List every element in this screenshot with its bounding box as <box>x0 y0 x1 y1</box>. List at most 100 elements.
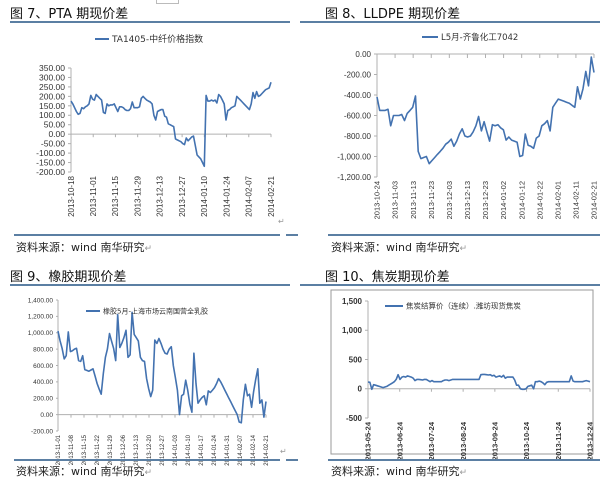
source-text: 资料来源：wind 南华研究 <box>331 465 460 478</box>
chart-svg-9: 1,400.00 1,200.00 1,000.00 800.00 600.00 400.… <box>28 297 287 465</box>
return-mark: ↵ <box>280 447 287 456</box>
x-tick-label: 2014-01-24 <box>212 434 218 465</box>
x-tick-label: 2013-11-01 <box>89 175 98 216</box>
y-tick-label: 1,500 <box>342 297 363 306</box>
x-tick-label: 2014-02-21 <box>264 434 270 465</box>
x-tick-label: 2013-11-24 <box>554 421 563 460</box>
y-tick-label: -1,200.00 <box>337 173 371 182</box>
x-tick-label: 2014-02-01 <box>553 181 562 219</box>
x-tick-label: 2014-02-07 <box>238 434 244 465</box>
y-tick-label: -800.00 <box>344 132 372 141</box>
x-tick-label: 2014-01-10 <box>186 434 192 465</box>
x-tick-label: 2013-11-22 <box>95 434 101 465</box>
x-tick-label: 2013-12-03 <box>445 181 454 219</box>
y-tick-label: 200.00 <box>39 91 65 101</box>
x-tick-label: 2013-11-15 <box>82 434 88 465</box>
return-mark: ↵ <box>278 217 285 226</box>
figure-8-bottom-rule <box>328 234 600 236</box>
x-tick-label: 2014-02-21 <box>267 175 276 216</box>
figure-10-source: 资料来源：wind 南华研究↵ <box>331 463 467 479</box>
return-mark: ↵ <box>144 244 153 254</box>
x-tick-label: 2013-05-24 <box>364 421 373 460</box>
x-tick-label: 2013-12-06 <box>121 434 127 465</box>
y-tick-label: 200.00 <box>33 396 53 403</box>
x-tick-label: 2014-02-11 <box>572 181 581 219</box>
figure-7-chart: 350.00 300.00 250.00 200.00 150.00 100.00 50.0… <box>0 24 300 230</box>
legend-label: 橡胶5月-上海市场云南国营全乳胶 <box>103 306 208 315</box>
x-tick-label: 2014-01-12 <box>517 181 526 219</box>
figure-7-source: 资料来源：wind 南华研究↵ <box>16 239 152 255</box>
y-tick-label: 1,000.00 <box>28 330 54 337</box>
y-tick-label: -200.00 <box>31 428 53 435</box>
y-tick-label: 600.00 <box>33 363 53 370</box>
chart-border <box>330 289 594 455</box>
figure-9-title: 图 9、橡胶期现价差 <box>10 270 127 285</box>
figure-10-chart: 1,500 1,000 500 0 -500 2013-05-24 2013-06-24 20… <box>300 287 600 460</box>
series-line <box>367 373 591 391</box>
x-tick-label: 2013-11-29 <box>133 175 142 216</box>
figure-8-source: 资料来源：wind 南华研究↵ <box>331 239 467 255</box>
x-tick-label: 2014-01-17 <box>199 434 205 465</box>
x-tick-label: 2014-01-31 <box>225 434 231 465</box>
x-tick-label: 2013-12-27 <box>160 434 166 465</box>
x-tick-label: 2013-11-08 <box>69 434 75 465</box>
x-tick-label: 2013-11-01 <box>56 434 62 465</box>
y-tick-label: -400.00 <box>344 91 372 100</box>
y-tick-label: -150.00 <box>36 158 65 168</box>
y-tick-label: 0.00 <box>40 412 53 419</box>
x-tick-label: 2014-01-02 <box>499 181 508 219</box>
y-tick-label: 0.00 <box>355 50 371 59</box>
y-tick-label: 150.00 <box>39 101 65 111</box>
y-tick-label: 50.00 <box>44 120 66 130</box>
figure-10-bottom-rule <box>328 459 600 461</box>
y-tick-label: 800.00 <box>33 346 53 353</box>
return-mark: ↵ <box>459 244 468 254</box>
source-text: 资料来源：wind 南华研究 <box>331 241 460 254</box>
y-tick-label: 0.00 <box>48 129 65 139</box>
y-tick-label: 400.00 <box>33 379 53 386</box>
x-tick-label: 2013-11-13 <box>409 181 418 219</box>
return-mark: ↵ <box>459 468 468 478</box>
y-tick-label: 1,200.00 <box>28 314 54 321</box>
x-tick-label: 2013-07-24 <box>427 421 436 460</box>
x-tick-label: 2013-12-23 <box>481 181 490 219</box>
x-tick-label: 2013-10-24 <box>522 421 531 460</box>
figure-8-top-rule <box>300 21 600 23</box>
chart-svg-8: 0.00 -200.00 -400.00 -600.00 -800.00 -1,000.0… <box>337 32 598 219</box>
y-tick-label: -200.00 <box>36 167 65 177</box>
figure-7-bottom-rule <box>14 234 280 236</box>
series-line <box>70 81 272 168</box>
x-tick-label: 2013-12-13 <box>134 434 140 465</box>
x-tick-label: 2013-09-24 <box>490 421 499 460</box>
y-tick-label: 500 <box>349 355 363 364</box>
figure-8-title: 图 8、LLDPE 期现价差 <box>325 7 461 22</box>
y-tick-label: 0 <box>358 385 363 394</box>
figure-7-top-rule <box>10 21 290 23</box>
x-tick-label: 2014-02-14 <box>251 434 257 465</box>
return-mark: ↵ <box>144 468 153 478</box>
figure-10-top-rule <box>300 284 600 286</box>
figure-9-chart: 1,400.00 1,200.00 1,000.00 800.00 600.00 400.… <box>0 288 300 465</box>
y-tick-label: 250.00 <box>39 82 65 92</box>
figure-9-bottom-rule <box>14 459 280 461</box>
figure-10-bottom-rule-left <box>286 459 298 461</box>
figure-9-top-rule <box>10 284 290 286</box>
y-tick-label: -500 <box>346 414 363 423</box>
y-tick-label: 100.00 <box>39 110 65 120</box>
x-tick-label: 2013-12-27 <box>178 175 187 216</box>
figure-8-bottom-rule-left <box>286 234 298 236</box>
series-line <box>57 311 267 424</box>
x-tick-label: 2013-11-03 <box>391 181 400 219</box>
y-tick-label: 300.00 <box>39 72 65 82</box>
x-tick-label: 2014-02-07 <box>245 175 254 216</box>
y-tick-label: 350.00 <box>39 63 65 73</box>
y-tick-label: -1,000.00 <box>337 152 371 161</box>
x-tick-label: 2013-10-24 <box>373 181 382 219</box>
source-text: 资料来源：wind 南华研究 <box>16 465 145 478</box>
y-tick-label: -100.00 <box>36 148 65 158</box>
x-tick-label: 2013-11-15 <box>111 175 120 216</box>
y-tick-label: -600.00 <box>344 111 372 120</box>
legend-label: 焦炭结算价（连续）.潍坊现货焦炭 <box>406 301 521 311</box>
figure-8-chart: 0.00 -200.00 -400.00 -600.00 -800.00 -1,000.0… <box>300 24 600 234</box>
x-tick-label: 2014-01-10 <box>200 175 209 216</box>
